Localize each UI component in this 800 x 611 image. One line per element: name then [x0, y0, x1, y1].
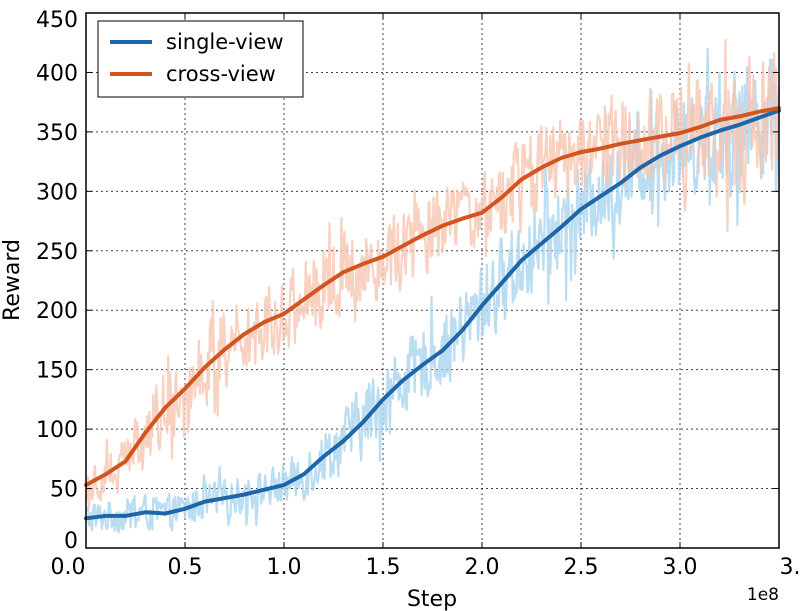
x-tick-label-0: 0.0 — [51, 555, 86, 580]
y-tick-label-4: 200 — [36, 299, 78, 324]
y-axis-label: Reward — [0, 239, 25, 321]
y-tick-label-5: 250 — [36, 240, 78, 265]
x-axis-label: Step — [407, 587, 457, 611]
x-tick-label-5: 2.5 — [564, 555, 599, 580]
y-tick-label-3: 150 — [36, 359, 78, 384]
x-tick-label-2: 1.0 — [267, 555, 302, 580]
legend-box — [97, 20, 304, 98]
x-axis-offset-label: 1e8 — [747, 585, 779, 605]
y-tick-label-1: 50 — [50, 478, 78, 503]
raw-trace-cross-view — [84, 38, 781, 509]
y-tick-label-8: 400 — [36, 61, 78, 86]
x-tick-label-4: 2.0 — [465, 555, 500, 580]
raw-data-layer — [84, 38, 781, 534]
y-tick-label-6: 300 — [36, 180, 78, 205]
y-tick-label-2: 100 — [36, 418, 78, 443]
legend-label-single-view: single-view — [166, 30, 284, 54]
x-tick-label-7: 3.5 — [780, 555, 800, 580]
legend: single-view cross-view — [97, 20, 304, 98]
y-tick-label-0: 0 — [64, 529, 78, 554]
smoothed-lines-layer — [84, 106, 781, 521]
x-axis-ticks: 0.0 0.5 1.0 1.5 2.0 2.5 3.0 3.5 — [51, 13, 800, 580]
plot-frame — [85, 12, 780, 549]
x-tick-label-6: 3.0 — [663, 555, 698, 580]
series-line-single-view — [84, 108, 781, 521]
y-axis-ticks: 0 50 100 150 200 250 300 350 400 450 — [36, 8, 779, 554]
series-line-cross-view — [84, 106, 781, 487]
y-tick-label-9: 450 — [36, 8, 78, 33]
y-tick-label-7: 350 — [36, 121, 78, 146]
x-tick-label-3: 1.5 — [366, 555, 401, 580]
raw-trace-single-view — [84, 47, 781, 534]
legend-label-cross-view: cross-view — [166, 62, 276, 86]
x-tick-label-1: 0.5 — [168, 555, 203, 580]
